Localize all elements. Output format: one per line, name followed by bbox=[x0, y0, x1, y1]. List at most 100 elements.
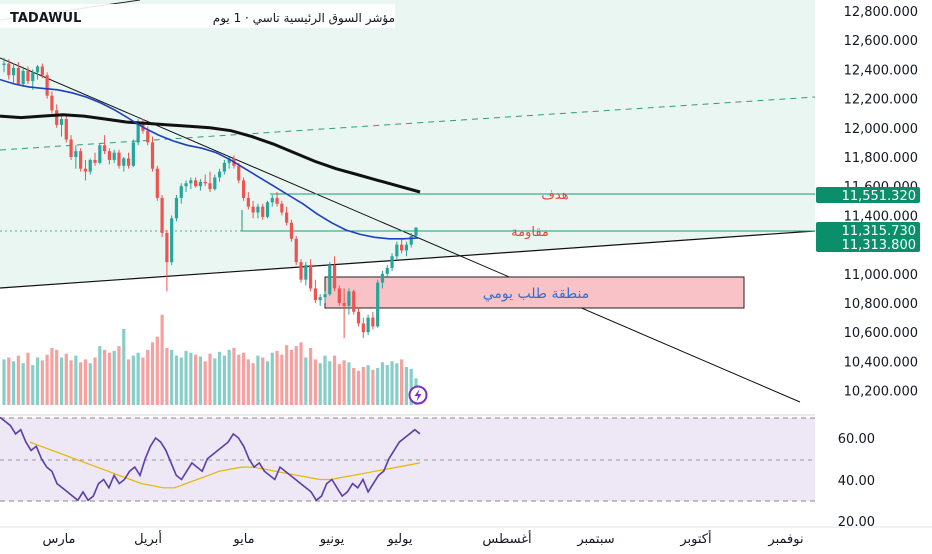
candle bbox=[347, 288, 351, 315]
volume-bar bbox=[275, 350, 279, 405]
rsi-tick-label: 60.00 bbox=[838, 432, 875, 447]
volume-bar bbox=[2, 359, 6, 405]
volume-bar bbox=[146, 349, 150, 405]
time-axis-label: أبريل bbox=[134, 530, 162, 547]
price-scale[interactable] bbox=[815, 0, 932, 550]
volume-bar bbox=[309, 348, 313, 405]
candle bbox=[79, 148, 83, 172]
candle bbox=[328, 262, 332, 296]
volume-bar bbox=[304, 357, 308, 405]
candle bbox=[356, 308, 361, 327]
volume-bar bbox=[404, 367, 409, 405]
volume-bar bbox=[395, 363, 399, 405]
time-axis-label: يوليو bbox=[387, 532, 413, 547]
volume-bar bbox=[198, 356, 203, 405]
candle bbox=[155, 165, 159, 201]
candle bbox=[126, 152, 131, 169]
candle bbox=[376, 279, 380, 328]
volume-bar bbox=[35, 357, 40, 405]
candle bbox=[103, 135, 107, 155]
volume-bar bbox=[103, 349, 107, 405]
daily-demand-zone[interactable] bbox=[324, 276, 745, 309]
volume-bar bbox=[356, 370, 361, 405]
candle bbox=[59, 116, 64, 137]
candle bbox=[26, 66, 30, 84]
time-axis-label: أكتوبر bbox=[679, 530, 711, 547]
candle bbox=[261, 203, 265, 220]
candle bbox=[313, 279, 317, 303]
candle bbox=[208, 171, 212, 193]
candle bbox=[16, 62, 20, 86]
volume-bar bbox=[45, 354, 49, 405]
volume-bar bbox=[251, 363, 255, 405]
price-tick-label: 10,600.000 bbox=[844, 326, 918, 341]
price-tick-label: 11,000.000 bbox=[844, 268, 918, 283]
price-badge bbox=[816, 187, 920, 203]
volume-bar bbox=[160, 314, 164, 405]
candle bbox=[289, 219, 294, 242]
volume-bar bbox=[155, 336, 159, 405]
volume-bar bbox=[136, 352, 140, 405]
volume-bar bbox=[107, 352, 111, 405]
candle bbox=[50, 91, 54, 114]
volume-bar bbox=[323, 355, 327, 405]
channel-upper-dashed-line[interactable] bbox=[0, 96, 816, 151]
flash-icon[interactable] bbox=[408, 385, 428, 405]
price-badge-label: 11,551.320 bbox=[842, 189, 916, 204]
candle bbox=[366, 314, 370, 336]
volume-bar bbox=[342, 360, 346, 405]
volume-bar bbox=[141, 357, 145, 405]
volume-bar bbox=[69, 360, 73, 405]
candle bbox=[270, 194, 274, 207]
candle bbox=[21, 66, 25, 87]
candle bbox=[35, 65, 40, 80]
price-badge-label: 11,313.800 bbox=[842, 238, 916, 253]
candle bbox=[165, 230, 169, 292]
symbol-label[interactable]: TADAWUL bbox=[10, 11, 81, 26]
candle bbox=[337, 285, 341, 306]
candle bbox=[184, 180, 188, 193]
volume-bar bbox=[165, 348, 169, 405]
candle bbox=[380, 270, 385, 289]
price-tick-label: 11,400.000 bbox=[844, 209, 918, 224]
candle bbox=[318, 294, 322, 306]
ascending-channel-fill bbox=[0, 0, 815, 288]
volume-bar bbox=[328, 361, 332, 405]
candle bbox=[323, 291, 327, 303]
price-tick-label: 10,200.000 bbox=[844, 385, 918, 400]
resistance-annotation: مقاومة bbox=[511, 225, 549, 240]
price-badge-label: 11,315.730 bbox=[842, 224, 916, 239]
volume-bar bbox=[347, 362, 351, 405]
volume-bar bbox=[313, 359, 317, 405]
volume-bars bbox=[2, 314, 418, 405]
volume-bar bbox=[26, 352, 30, 405]
volume-bar bbox=[21, 363, 25, 405]
candle bbox=[131, 139, 135, 168]
candle bbox=[107, 148, 111, 165]
falling-resistance-trendline[interactable] bbox=[0, 57, 801, 403]
volume-bar bbox=[289, 349, 294, 405]
volume-bar bbox=[232, 348, 236, 405]
candle bbox=[409, 232, 413, 248]
candle bbox=[2, 57, 6, 73]
rising-support-trendline[interactable] bbox=[0, 230, 816, 289]
candle bbox=[395, 241, 399, 260]
volume-bar bbox=[361, 367, 365, 405]
volume-bar bbox=[371, 369, 375, 405]
volume-bar bbox=[376, 367, 380, 405]
candle bbox=[7, 59, 11, 80]
candle bbox=[40, 63, 44, 79]
volume-bar bbox=[217, 351, 222, 405]
time-axis[interactable]: مارس أبريل مايو يونيو يوليو أغسطس سبتمبر أكتوبر… bbox=[42, 530, 803, 547]
volume-bar bbox=[237, 354, 241, 405]
volume-bar bbox=[16, 355, 20, 405]
time-axis-label: نوفمبر bbox=[767, 532, 803, 547]
volume-bar bbox=[270, 352, 274, 405]
price-tick-label: 11,800.000 bbox=[844, 151, 918, 166]
candle bbox=[98, 143, 102, 165]
candle bbox=[309, 259, 313, 292]
volume-bar bbox=[409, 368, 413, 405]
